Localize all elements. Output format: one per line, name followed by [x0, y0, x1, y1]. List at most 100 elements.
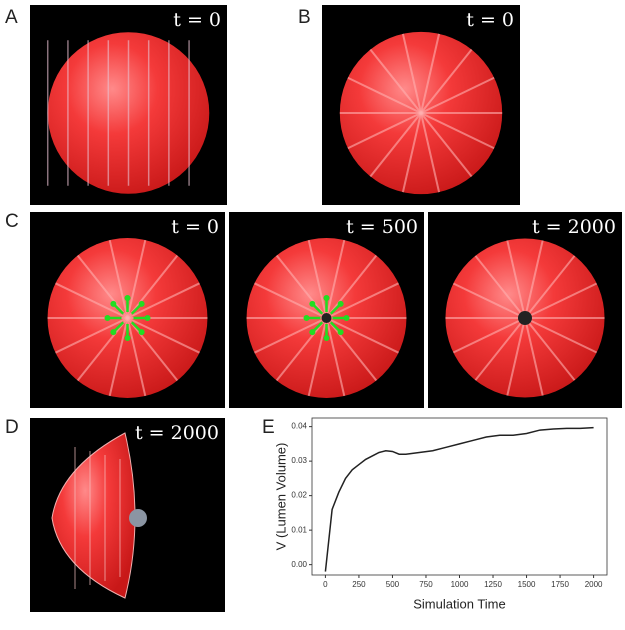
fold [326, 317, 399, 354]
x-tick-label: 1750 [551, 580, 569, 589]
arrow-head [303, 315, 310, 321]
fold [420, 48, 473, 114]
lumen [321, 313, 332, 323]
time-label: t = 2000 [532, 216, 616, 238]
arrow-head [124, 295, 131, 301]
x-axis-label: Simulation Time [413, 596, 505, 611]
y-tick-label: 0.02 [291, 491, 307, 500]
x-tick-label: 250 [352, 580, 366, 589]
fold [474, 317, 526, 381]
x-tick-label: 2000 [585, 580, 603, 589]
fold [369, 48, 422, 114]
x-tick-label: 1500 [518, 580, 536, 589]
fold [275, 317, 328, 382]
panel-letter: C [5, 211, 19, 232]
fold [254, 282, 327, 319]
arrow-head [124, 335, 131, 341]
fold [325, 317, 378, 382]
fold [347, 76, 422, 114]
fold [420, 112, 441, 193]
fold [474, 255, 526, 319]
fold [307, 317, 328, 397]
fold [127, 317, 200, 354]
fold [452, 317, 526, 354]
fold [420, 112, 473, 178]
fold [325, 239, 346, 319]
fold [126, 317, 179, 382]
panel-letter: A [5, 7, 18, 28]
time-label: t = 0 [173, 9, 221, 31]
fold [524, 255, 576, 319]
fold [452, 282, 526, 319]
y-tick-label: 0.04 [291, 422, 307, 431]
arrow-head [104, 315, 111, 321]
arrow-head [309, 300, 316, 307]
fold [76, 317, 129, 382]
fold [369, 112, 422, 178]
time-label: t = 0 [171, 216, 219, 238]
x-tick-label: 500 [386, 580, 400, 589]
x-tick-label: 1000 [451, 580, 469, 589]
y-tick-label: 0.03 [291, 456, 307, 465]
lumen [518, 311, 532, 325]
y-tick-label: 0.00 [291, 560, 307, 569]
image-panel: t = 0 [30, 5, 227, 205]
arrow-head [138, 300, 145, 307]
plot-frame [311, 417, 608, 576]
fold [506, 240, 526, 319]
fold [76, 254, 129, 319]
arrow-head [323, 295, 330, 301]
arrow-head [323, 335, 330, 341]
fold [126, 239, 147, 319]
arrow-head [110, 329, 117, 336]
fold [126, 317, 147, 397]
cell-sheet [51, 432, 136, 599]
image-panel: t = 2000 [30, 418, 225, 612]
image-panel: t = 2000 [428, 212, 622, 408]
time-label: t = 0 [466, 9, 514, 31]
fold [420, 112, 495, 150]
data-line [324, 426, 594, 572]
x-tick-label: 1250 [484, 580, 502, 589]
panel-letter: D [5, 417, 19, 438]
fold [506, 317, 526, 396]
arrow-head [309, 329, 316, 336]
fold [55, 317, 128, 354]
arrow-head [337, 329, 344, 336]
fold [326, 282, 399, 319]
fold [524, 240, 544, 319]
fold [524, 317, 544, 396]
fold [524, 282, 598, 319]
fold [401, 112, 422, 193]
y-axis-label: V (Lumen Volume) [273, 443, 288, 551]
fold [325, 317, 346, 397]
panel-letter: B [298, 7, 311, 28]
image-panel: t = 0 [322, 5, 520, 205]
fold [325, 254, 378, 319]
fold [127, 282, 200, 319]
panel-letter: E [262, 417, 275, 438]
fold [108, 239, 129, 319]
arrow-head [110, 300, 117, 307]
fold [524, 317, 598, 354]
x-tick-label: 750 [419, 580, 433, 589]
arrow-head [144, 315, 151, 321]
fold [420, 33, 441, 114]
y-tick-label: 0.01 [291, 525, 307, 534]
image-panel: t = 500 [229, 212, 424, 408]
lumen [129, 509, 147, 527]
fold [347, 112, 422, 150]
image-panel: t = 0 [30, 212, 225, 408]
time-label: t = 500 [346, 216, 418, 238]
fold [126, 254, 179, 319]
fold [524, 317, 576, 381]
x-tick-label: 0 [323, 580, 328, 589]
fold [108, 317, 129, 397]
time-label: t = 2000 [135, 422, 219, 444]
fold [275, 254, 328, 319]
arrow-head [343, 315, 350, 321]
arrow-head [138, 329, 145, 336]
fold [307, 239, 328, 319]
fold [401, 33, 422, 114]
